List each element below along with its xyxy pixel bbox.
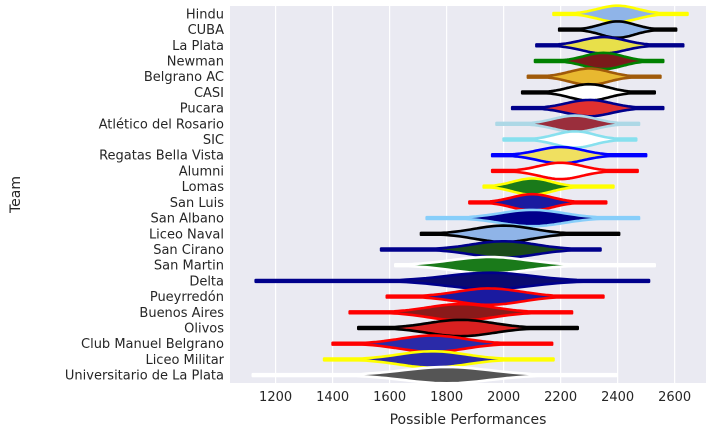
- violin-olivos: [357, 318, 579, 338]
- violin-delta: [254, 271, 651, 291]
- y-tick-label-delta: Delta: [189, 274, 224, 289]
- x-tick-label-1400: 1400: [316, 390, 349, 405]
- x-tick-label-2400: 2400: [601, 390, 634, 405]
- violins: [251, 4, 689, 385]
- violin-san-cirano: [379, 240, 602, 259]
- violin-atletico-del-rosario: [495, 114, 641, 134]
- x-axis-label: Possible Performances: [390, 412, 547, 428]
- y-tick-label-atletico-del-rosario: Atlético del Rosario: [99, 117, 224, 132]
- y-tick-label-pueyrredon: Pueyrredón: [150, 290, 224, 305]
- y-tick-label-san-albano: San Albano: [150, 212, 224, 227]
- x-tick-label-1800: 1800: [430, 390, 463, 405]
- y-tick-label-san-luis: San Luis: [170, 196, 224, 211]
- grid-lines: [275, 6, 676, 383]
- violin-hindu: [552, 4, 689, 24]
- y-tick-label-cuba: CUBA: [188, 23, 225, 38]
- y-tick-label-la-plata: La Plata: [172, 39, 224, 54]
- x-tick-label-2200: 2200: [544, 390, 577, 405]
- violin-belgrano-ac: [526, 67, 662, 87]
- violin-casi: [520, 82, 656, 102]
- y-tick-label-lomas: Lomas: [182, 180, 225, 195]
- violin-sic: [502, 130, 638, 149]
- violin-san-albano: [425, 208, 641, 228]
- y-tick-label-belgrano-ac: Belgrano AC: [144, 70, 224, 85]
- y-tick-label-liceo-naval: Liceo Naval: [149, 227, 224, 242]
- violin-regatas-bella-vista: [490, 145, 648, 165]
- x-tick-label-1200: 1200: [259, 390, 292, 405]
- y-tick-label-newman: Newman: [167, 54, 224, 69]
- y-tick-label-olivos: Olivos: [184, 322, 224, 337]
- violin-la-plata: [535, 35, 685, 55]
- y-tick-label-hindu: Hindu: [186, 7, 224, 22]
- y-tick-label-liceo-militar: Liceo Militar: [145, 353, 224, 368]
- violin-cuba: [557, 20, 678, 39]
- violin-liceo-militar: [322, 350, 555, 369]
- violin-pueyrredon: [385, 287, 605, 307]
- y-tick-label-universitario-de-la-plata: Universitario de La Plata: [65, 369, 224, 384]
- y-axis-label: Team: [8, 176, 24, 214]
- y-tick-label-buenos-aires: Buenos Aires: [139, 306, 224, 321]
- y-tick-label-san-martin: San Martin: [154, 259, 224, 274]
- violin-buenos-aires: [348, 302, 574, 322]
- violin-san-luis: [468, 192, 608, 212]
- y-tick-label-alumni: Alumni: [179, 164, 224, 179]
- x-tick-label-2600: 2600: [658, 390, 691, 405]
- violin-universitario-de-la-plata: [251, 365, 618, 385]
- violin-club-manuel-belgrano: [331, 334, 554, 354]
- x-tick-labels: 1200 1400 1600 1800 2000 2200 2400 2600: [259, 390, 691, 405]
- violin-pucara: [510, 98, 665, 118]
- y-tick-label-san-cirano: San Cirano: [153, 243, 224, 258]
- violin-liceo-naval: [419, 224, 621, 244]
- y-tick-label-pucara: Pucara: [180, 102, 224, 117]
- violin-newman: [533, 51, 665, 71]
- violin-alumni: [490, 161, 639, 181]
- y-tick-label-casi: CASI: [194, 86, 224, 101]
- x-tick-label-2000: 2000: [487, 390, 520, 405]
- y-tick-label-sic: SIC: [203, 133, 224, 148]
- x-tick-label-1600: 1600: [373, 390, 406, 405]
- y-tick-label-club-manuel-belgrano: Club Manuel Belgrano: [81, 337, 224, 352]
- y-tick-label-regatas-bella-vista: Regatas Bella Vista: [99, 149, 224, 164]
